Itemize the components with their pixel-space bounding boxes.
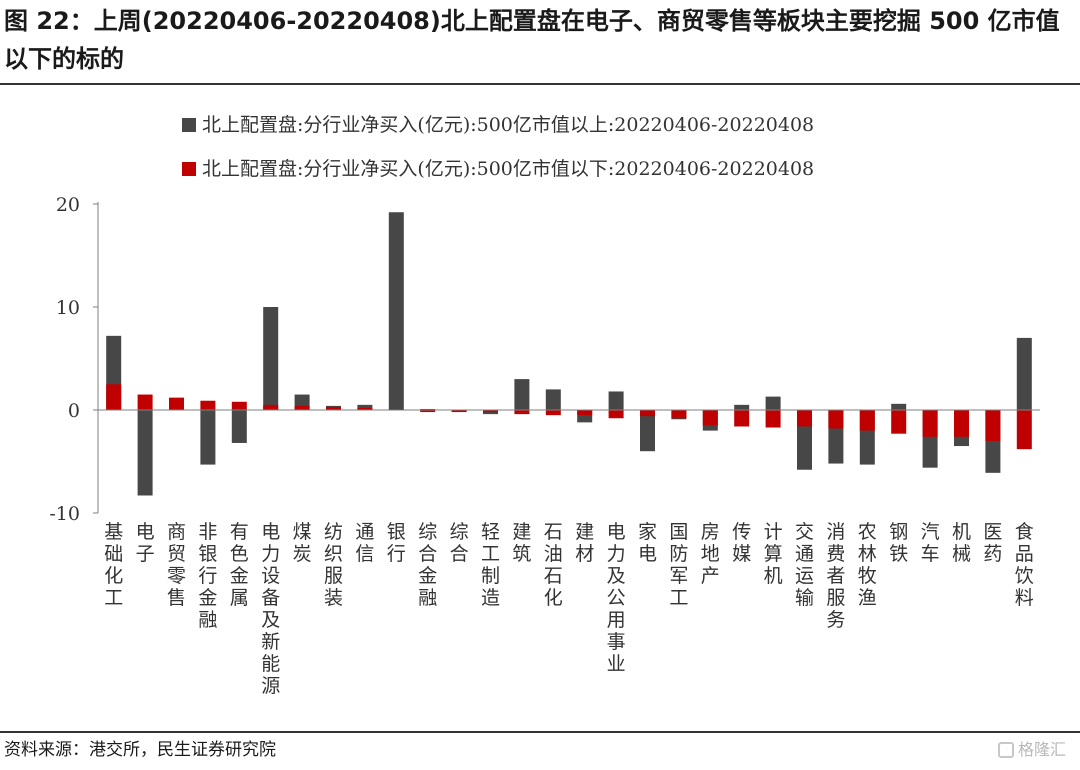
bar-small-cap-24 — [859, 410, 875, 431]
bar-small-cap-15 — [577, 410, 593, 416]
legend-swatch-0 — [182, 118, 196, 132]
bar-small-cap-3 — [200, 400, 216, 410]
bar-large-cap-5 — [263, 307, 279, 410]
x-category-label-26: 汽车 — [921, 521, 940, 565]
y-tick-label-2: 0 — [68, 400, 80, 422]
x-category-label-14: 石油石化 — [544, 521, 563, 609]
watermark-logo-icon — [997, 742, 1014, 758]
x-category-label-10: 综合金融 — [418, 521, 437, 609]
bar-large-cap-3 — [200, 410, 216, 465]
x-category-label-23: 消费者服务 — [826, 521, 845, 631]
bar-small-cap-1 — [137, 394, 153, 410]
legend-label-1: 北上配置盘:分行业净买入(亿元):500亿市值以下:20220406-20220… — [202, 158, 814, 180]
bar-small-cap-26 — [922, 410, 938, 437]
bar-large-cap-4 — [231, 410, 247, 443]
x-category-label-12: 轻工制造 — [481, 521, 500, 609]
bar-small-cap-12 — [483, 410, 498, 413]
x-category-label-4: 有色金属 — [230, 521, 249, 609]
bar-large-cap-13 — [514, 379, 530, 410]
legend-label-0: 北上配置盘:分行业净买入(亿元):500亿市值以上:20220406-20220… — [202, 114, 814, 136]
bar-small-cap-7 — [326, 406, 341, 410]
bar-small-cap-25 — [891, 410, 907, 434]
bar-small-cap-21 — [765, 410, 781, 428]
x-category-label-8: 通信 — [355, 521, 374, 565]
bottom-divider — [0, 731, 1080, 733]
bar-large-cap-9 — [388, 212, 404, 410]
x-category-label-0: 基础化工 — [104, 521, 123, 609]
bar-large-cap-8 — [357, 404, 373, 410]
x-category-label-19: 房地产 — [701, 521, 720, 587]
bar-small-cap-4 — [231, 401, 247, 410]
bar-large-cap-21 — [765, 396, 781, 410]
bar-small-cap-20 — [734, 410, 750, 427]
legend-swatch-1 — [182, 162, 196, 176]
bar-small-cap-10 — [420, 410, 436, 413]
x-category-label-1: 电子 — [136, 521, 155, 565]
x-category-label-27: 机械 — [952, 521, 971, 565]
bar-large-cap-16 — [608, 391, 624, 410]
x-category-label-24: 农林牧渔 — [858, 521, 877, 609]
bar-chart: 北上配置盘:分行业净买入(亿元):500亿市值以上:20220406-20220… — [49, 114, 1040, 697]
bar-small-cap-18 — [671, 410, 687, 419]
bar-large-cap-14 — [545, 389, 561, 410]
bar-large-cap-29 — [1016, 337, 1032, 410]
x-category-label-16: 电力及公用事业 — [607, 521, 626, 675]
x-category-label-17: 家电 — [638, 521, 657, 565]
bar-small-cap-11 — [451, 410, 467, 413]
bar-small-cap-0 — [106, 384, 122, 410]
bar-small-cap-17 — [640, 410, 655, 417]
x-category-label-9: 银行 — [387, 521, 406, 565]
x-category-label-25: 钢铁 — [889, 521, 908, 565]
x-category-label-15: 建材 — [575, 521, 594, 565]
bar-small-cap-13 — [514, 410, 530, 415]
bar-large-cap-17 — [640, 410, 655, 452]
y-tick-label-3: -10 — [49, 503, 80, 525]
x-category-label-11: 综合 — [450, 521, 469, 565]
x-category-label-2: 商贸零售 — [167, 521, 186, 609]
x-category-label-22: 交通运输 — [795, 521, 814, 609]
bar-small-cap-9 — [388, 408, 404, 410]
x-category-label-6: 煤炭 — [293, 521, 312, 565]
top-divider — [0, 83, 1080, 85]
y-tick-label-1: 10 — [56, 297, 80, 319]
x-category-label-20: 传媒 — [732, 521, 751, 565]
bar-small-cap-6 — [294, 405, 310, 410]
figure-title: 图 22：上周(20220406-20220408)北上配置盘在电子、商贸零售等… — [4, 7, 1060, 73]
bar-large-cap-20 — [734, 404, 750, 410]
watermark: 格隆汇 — [997, 737, 1066, 763]
x-category-label-18: 国防军工 — [669, 521, 688, 609]
x-category-label-21: 计算机 — [764, 521, 783, 587]
y-tick-label-0: 20 — [56, 194, 80, 216]
bar-small-cap-8 — [357, 407, 373, 410]
bar-small-cap-29 — [1016, 410, 1032, 450]
bar-small-cap-28 — [985, 410, 1001, 441]
x-category-label-28: 医药 — [983, 521, 1002, 565]
bar-large-cap-25 — [891, 403, 907, 410]
bar-small-cap-23 — [828, 410, 844, 429]
x-category-label-5: 电力设备及新能源 — [261, 521, 280, 697]
x-category-label-13: 建筑 — [512, 521, 531, 565]
bar-small-cap-27 — [954, 410, 969, 437]
bar-large-cap-1 — [137, 410, 153, 496]
bar-large-cap-10 — [420, 408, 436, 410]
bar-small-cap-2 — [169, 397, 184, 410]
source-note: 资料来源：港交所，民生证券研究院 — [4, 740, 276, 760]
bar-small-cap-19 — [702, 410, 718, 426]
bar-small-cap-14 — [545, 410, 561, 416]
x-category-label-29: 食品饮料 — [1015, 521, 1034, 609]
x-category-label-3: 非银行金融 — [198, 521, 217, 631]
bar-small-cap-22 — [797, 410, 812, 427]
bar-small-cap-5 — [263, 404, 279, 410]
x-category-label-7: 纺织服装 — [324, 521, 343, 609]
bar-small-cap-16 — [608, 410, 624, 419]
watermark-text: 格隆汇 — [1017, 740, 1066, 759]
